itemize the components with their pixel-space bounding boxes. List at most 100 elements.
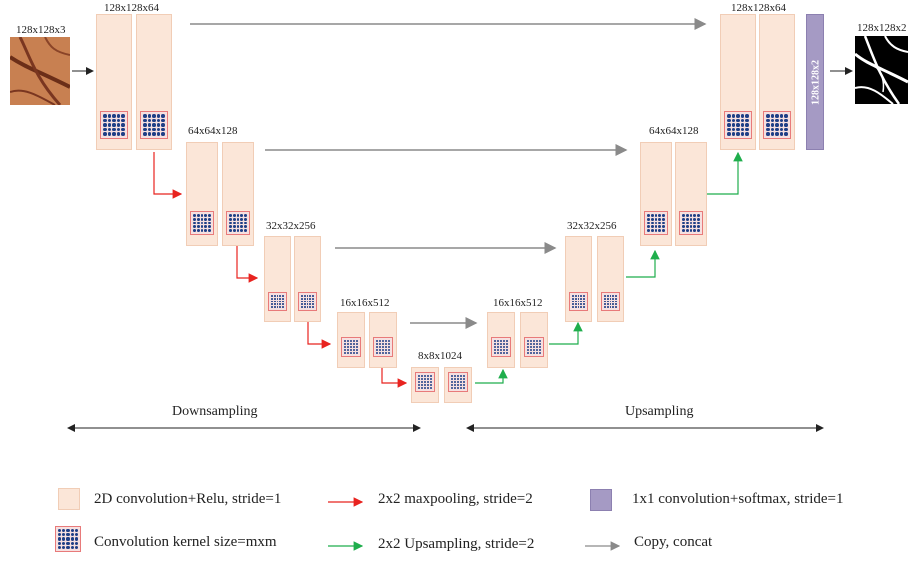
kernel-dot — [604, 300, 606, 303]
kernel-dot — [388, 346, 390, 348]
kernel-dot — [273, 295, 276, 297]
kernel-dot — [574, 306, 577, 308]
kernel-dot — [193, 225, 196, 229]
dec2-block-a-kernel — [644, 211, 668, 235]
kernel-dot — [658, 229, 662, 232]
kernel-dot — [204, 214, 208, 217]
enc2-block-a-kernel — [190, 211, 214, 235]
dec1-block-b-kernel — [763, 111, 791, 139]
kernel-dot — [74, 533, 78, 537]
kernel-dot — [112, 123, 116, 127]
kernel-dot — [121, 127, 125, 132]
kernel-dot — [536, 343, 538, 345]
kernel-dot — [208, 221, 211, 225]
kernel-dot — [606, 295, 609, 297]
kernel-dot — [766, 127, 770, 132]
maxpool-arrow-3 — [307, 322, 332, 349]
dec2-block-b-kernel — [679, 211, 703, 235]
maxpool-arrow-4 — [381, 368, 408, 388]
kernel-dot — [143, 132, 147, 136]
kernel-dot — [682, 225, 685, 229]
kernel-dot — [143, 127, 147, 132]
kernel-dot — [147, 132, 152, 136]
kernel-dot — [574, 297, 577, 300]
kernel-dot — [273, 297, 276, 300]
kernel-dot — [740, 127, 745, 132]
kernel-dot — [282, 306, 284, 308]
kernel-dot — [583, 303, 585, 306]
kernel-dot — [147, 114, 152, 118]
kernel-dot — [116, 114, 121, 118]
legend-softmax-swatch — [590, 489, 612, 511]
enc2-size-label: 64x64x128 — [188, 125, 238, 137]
kernel-dot — [775, 118, 779, 123]
kernel-dot — [606, 303, 609, 306]
kernel-dot — [572, 295, 574, 297]
kernel-dot — [533, 346, 535, 348]
kernel-dot — [303, 300, 306, 303]
kernel-dot — [236, 229, 240, 232]
kernel-dot — [612, 303, 615, 306]
kernel-dot — [382, 343, 384, 345]
kernel-dot — [500, 349, 502, 351]
kernel-dot — [273, 303, 276, 306]
kernel-dot — [161, 127, 165, 132]
kernel-dot — [530, 352, 532, 354]
kernel-dot — [662, 214, 665, 217]
kernel-dot — [62, 541, 66, 545]
kernel-dot — [662, 217, 665, 221]
enc3-block-a — [264, 236, 291, 322]
kernel-dot — [376, 349, 378, 351]
kernel-dot — [609, 297, 612, 300]
kernel-dot — [682, 229, 685, 232]
dec1-block-a-kernel — [724, 111, 752, 139]
dec4-block-b-kernel — [524, 337, 544, 357]
kernel-dot — [196, 229, 200, 232]
enc3-size-label: 32x32x256 — [266, 220, 316, 232]
kernel-dot — [204, 229, 208, 232]
kernel-dot — [745, 118, 749, 123]
kernel-dot — [689, 214, 693, 217]
kernel-dot — [454, 375, 456, 377]
kernel-dot — [727, 118, 731, 123]
kernel-dot — [494, 349, 496, 351]
kernel-dot — [282, 300, 284, 303]
kernel-dot — [500, 343, 502, 345]
kernel-dot — [116, 127, 121, 132]
kernel-dot — [312, 300, 314, 303]
kernel-dot — [350, 352, 352, 354]
kernel-dot — [116, 132, 121, 136]
kernel-dot — [376, 343, 378, 345]
kernel-dot — [539, 340, 541, 342]
kernel-dot — [353, 340, 355, 342]
kernel-dot — [70, 541, 74, 545]
kernel-dot — [421, 378, 423, 380]
kernel-dot — [427, 387, 429, 389]
kernel-dot — [147, 127, 152, 132]
kernel-dot — [282, 297, 284, 300]
kernel-dot — [421, 384, 423, 386]
bottleneck-block-b-kernel — [448, 372, 468, 392]
kernel-dot — [279, 295, 282, 297]
kernel-dot — [424, 384, 426, 386]
kernel-dot — [232, 221, 236, 225]
kernel-dot — [583, 306, 585, 308]
kernel-dot — [697, 225, 700, 229]
kernel-dot — [382, 340, 384, 342]
kernel-dot — [451, 381, 453, 383]
kernel-dot — [379, 340, 381, 342]
kernel-dot — [273, 300, 276, 303]
kernel-dot — [577, 297, 580, 300]
kernel-dot — [309, 306, 312, 308]
kernel-dot — [385, 352, 387, 354]
kernel-dot — [530, 340, 532, 342]
kernel-dot — [736, 132, 740, 136]
kernel-dot — [58, 529, 62, 533]
kernel-dot — [382, 352, 384, 354]
enc4-block-a-kernel — [341, 337, 361, 357]
upsample-arrow-3 — [626, 249, 660, 278]
enc1-block-b — [136, 14, 172, 150]
kernel-dot — [232, 217, 236, 221]
kernel-dot — [74, 529, 78, 533]
kernel-dot — [143, 118, 147, 123]
